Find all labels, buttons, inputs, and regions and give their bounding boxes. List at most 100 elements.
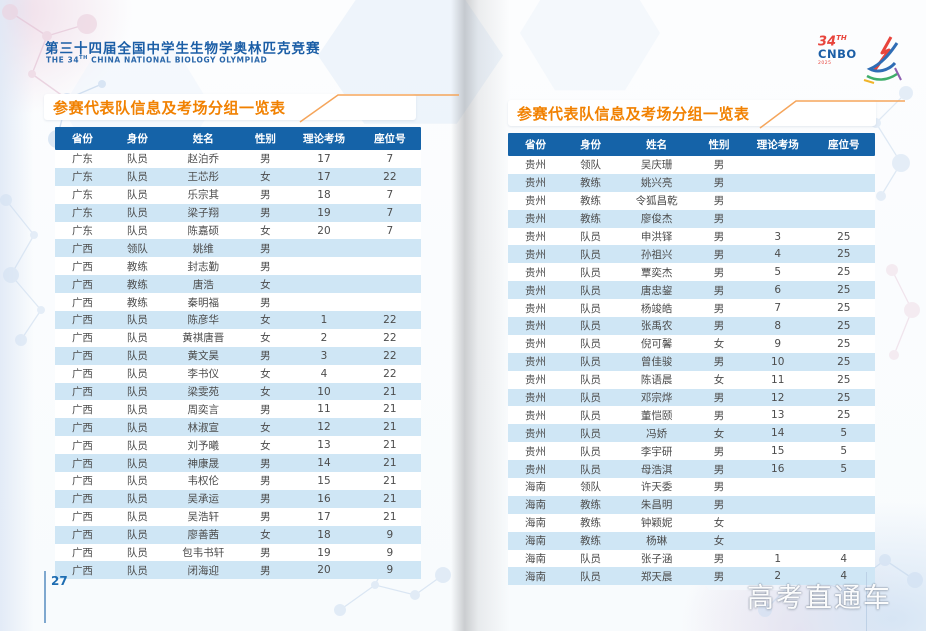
cell-role: 队员 [580, 463, 602, 476]
cell-province: 广西 [71, 386, 93, 399]
column-header-province: 省份 [71, 133, 93, 145]
cell-name: 姚维 [192, 242, 214, 255]
cell-exam-room: 16 [771, 463, 785, 476]
cell-province: 广西 [71, 332, 93, 345]
table-row: 广西 领队 姚维 男 [55, 239, 421, 258]
cell-name: 姚兴亮 [640, 177, 673, 190]
cell-province: 贵州 [525, 427, 547, 440]
cell-gender: 女 [260, 439, 271, 452]
table-row: 广西 队员 李书仪 女 4 22 [55, 364, 421, 383]
cell-province: 贵州 [525, 338, 547, 351]
cell-seat: 25 [837, 284, 851, 297]
cell-name: 神康晟 [187, 457, 219, 470]
cell-exam-room: 14 [317, 457, 331, 470]
cell-seat: 25 [837, 302, 851, 315]
cell-seat: 22 [383, 313, 397, 326]
table-row: 贵州 教练 令狐昌乾 男 [508, 191, 875, 210]
cell-seat: 25 [837, 248, 851, 261]
cell-role: 队员 [580, 284, 602, 297]
cell-gender: 男 [713, 445, 725, 458]
cell-name: 孙祖兴 [640, 248, 673, 261]
cell-name: 廖善茜 [187, 529, 219, 542]
cell-exam-room: 2 [320, 331, 328, 344]
cell-role: 队员 [126, 225, 148, 237]
cell-name: 梁雯苑 [187, 386, 219, 399]
cell-role: 教练 [126, 296, 148, 309]
cell-province: 广西 [71, 529, 93, 542]
table-row: 广西 队员 神康晟 男 14 21 [55, 454, 421, 473]
cell-province: 广东 [71, 153, 93, 166]
cell-exam-room: 9 [774, 337, 782, 350]
cell-role: 领队 [126, 242, 148, 255]
cell-name: 唐浩 [192, 278, 214, 291]
cell-gender: 男 [713, 159, 725, 172]
table-row: 广西 教练 唐浩 女 [55, 275, 421, 294]
cell-seat: 7 [386, 224, 394, 237]
cell-name: 杨竣皓 [640, 302, 673, 315]
table-row: 广西 队员 吴浩轩 男 17 21 [55, 507, 421, 526]
table-row: 广西 队员 韦权伦 男 15 21 [55, 472, 421, 490]
cell-province: 广西 [71, 314, 93, 327]
cell-exam-room: 5 [774, 266, 782, 279]
cell-role: 队员 [126, 386, 148, 399]
column-header-province: 省份 [525, 139, 547, 151]
cell-name: 杨琳 [646, 535, 668, 548]
cell-gender: 男 [713, 553, 725, 566]
cell-province: 广东 [71, 189, 93, 202]
table-row: 贵州 教练 姚兴亮 男 [508, 173, 875, 192]
cell-gender: 女 [713, 517, 725, 530]
cell-exam-room: 13 [771, 409, 785, 422]
column-header-name: 姓名 [646, 139, 668, 151]
column-header-exam-room: 理论考场 [302, 133, 345, 145]
cell-exam-room: 10 [317, 385, 331, 398]
table-row: 贵州 队员 冯娇 女 14 5 [508, 424, 875, 443]
cell-gender: 男 [260, 564, 271, 577]
cell-gender: 女 [713, 535, 725, 548]
cell-seat: 25 [837, 373, 851, 386]
cell-province: 广西 [71, 421, 93, 434]
cell-gender: 女 [260, 171, 271, 184]
cell-province: 广西 [71, 439, 93, 452]
table-row: 广西 队员 黄祺唐晋 女 2 22 [55, 328, 421, 347]
cell-province: 广西 [71, 260, 93, 273]
cell-role: 队员 [580, 248, 602, 261]
cell-seat: 21 [383, 492, 397, 505]
cell-exam-room: 17 [317, 170, 331, 183]
left-table-header-row: 省份 身份 姓名 性别 理论考场 座位号 [55, 127, 421, 150]
cell-exam-room: 20 [317, 224, 331, 237]
cell-role: 队员 [580, 570, 602, 583]
cell-seat: 21 [383, 474, 397, 487]
cell-seat: 22 [383, 349, 397, 362]
cell-gender: 男 [713, 231, 725, 243]
cell-gender: 男 [713, 302, 725, 315]
cell-role: 队员 [126, 368, 148, 381]
cell-role: 教练 [580, 535, 602, 548]
column-header-seat: 座位号 [374, 133, 406, 145]
cell-province: 海南 [525, 570, 547, 583]
table-row: 贵州 队员 唐忠鋆 男 6 25 [508, 281, 875, 300]
cell-province: 广西 [71, 296, 93, 309]
watermark-text: 高考直通车 [747, 583, 892, 614]
cell-name: 李书仪 [187, 368, 219, 381]
table-row: 广东 队员 陈嘉硕 女 20 7 [55, 221, 421, 240]
page-number: 27 [51, 574, 68, 588]
cnbo-logo-text: 34TH CNBO 2025 [818, 35, 857, 66]
cell-name: 刘予曦 [187, 439, 219, 452]
cell-name: 王芯彤 [187, 171, 219, 184]
cell-seat: 21 [383, 421, 397, 434]
table-row: 贵州 教练 廖俊杰 男 [508, 209, 875, 228]
cell-gender: 男 [260, 189, 271, 202]
cell-seat: 22 [383, 331, 397, 344]
cell-role: 领队 [580, 159, 602, 172]
cell-province: 广西 [71, 511, 93, 524]
cell-name: 黄祺唐晋 [182, 332, 225, 345]
cell-name: 申洪铎 [640, 231, 673, 243]
cell-province: 海南 [525, 553, 547, 566]
cell-gender: 男 [713, 481, 725, 494]
cell-province: 贵州 [525, 409, 547, 422]
cell-province: 贵州 [525, 392, 547, 405]
cell-gender: 男 [713, 392, 725, 405]
cell-province: 广西 [71, 564, 93, 577]
cell-province: 贵州 [525, 445, 547, 458]
